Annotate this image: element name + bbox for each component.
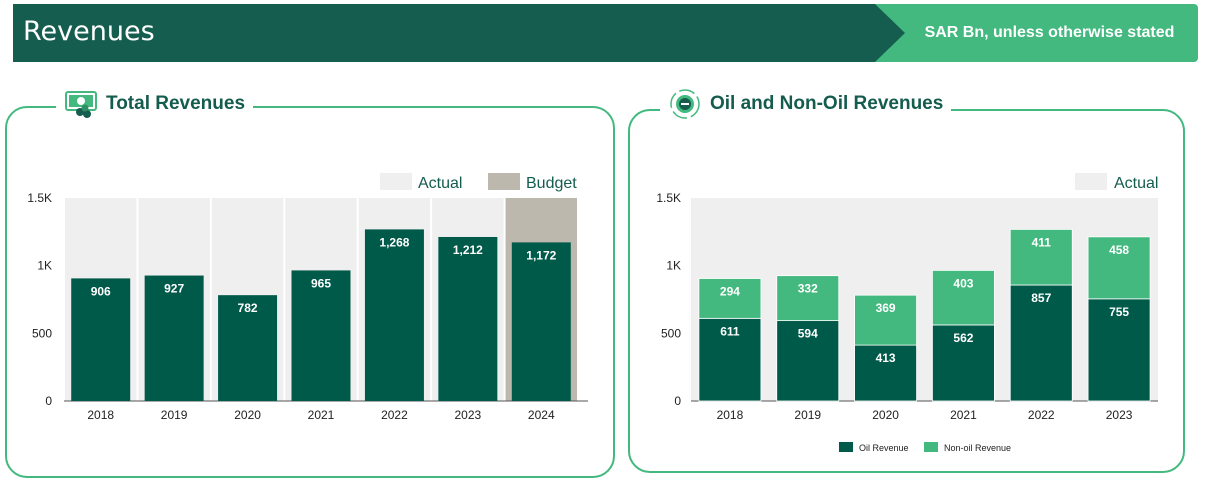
data-label-2020: 782 bbox=[238, 301, 258, 315]
oil-nonoil-title: Oil and Non-Oil Revenues bbox=[710, 93, 944, 114]
x-tick-label-2021: 2021 bbox=[950, 408, 977, 422]
legend-actual-label: Actual bbox=[418, 175, 462, 192]
data-label-2022-0: 857 bbox=[1031, 291, 1051, 305]
x-tick-label-2022: 2022 bbox=[381, 408, 408, 422]
data-label-2021-0: 562 bbox=[953, 331, 973, 345]
page-title: Revenues bbox=[23, 16, 155, 47]
y-tick-label: 0 bbox=[674, 394, 681, 408]
data-label-2023-0: 755 bbox=[1109, 305, 1129, 319]
y-tick-label: 1.5K bbox=[656, 191, 681, 205]
x-tick-label-2018: 2018 bbox=[87, 408, 114, 422]
legend-budget-swatch bbox=[488, 173, 520, 190]
bar-segment-2019-1 bbox=[776, 275, 840, 322]
x-tick-label-2021: 2021 bbox=[308, 408, 335, 422]
data-label-2018-0: 611 bbox=[720, 324, 740, 338]
x-tick-label-2024: 2024 bbox=[528, 408, 555, 422]
bar-segment-2023-1 bbox=[1087, 236, 1151, 300]
bar-2020 bbox=[218, 295, 278, 401]
data-label-2023-1: 458 bbox=[1109, 243, 1129, 257]
bar-2024 bbox=[511, 242, 571, 401]
bar-segment-2023-0 bbox=[1087, 298, 1151, 402]
bar-segment-2022-0 bbox=[1009, 284, 1073, 402]
y-tick-label: 1.5K bbox=[27, 191, 52, 205]
bar-segment-2018-1 bbox=[698, 278, 762, 319]
units-note: SAR Bn, unless otherwise stated bbox=[924, 24, 1175, 41]
x-tick-label-2020: 2020 bbox=[872, 408, 899, 422]
bar-2021 bbox=[291, 270, 351, 401]
bar-2023 bbox=[438, 236, 498, 401]
x-tick-label-2022: 2022 bbox=[1028, 408, 1055, 422]
bar-segment-2018-0 bbox=[698, 317, 762, 402]
y-tick-label: 500 bbox=[661, 326, 681, 340]
oil-nonoil-chart: Actual 0 500 1K 1.5K 611 294 2018 594 332 2019 413 3… bbox=[656, 173, 1158, 453]
data-label-2020-0: 413 bbox=[876, 351, 896, 365]
x-tick-label-2019: 2019 bbox=[161, 408, 188, 422]
y-tick-label: 1K bbox=[666, 259, 681, 273]
legend-actual-label: Actual bbox=[1114, 175, 1158, 192]
legend-budget-label: Budget bbox=[526, 175, 577, 192]
legend-actual-swatch bbox=[380, 173, 412, 190]
x-tick-label-2020: 2020 bbox=[234, 408, 261, 422]
x-tick-label-2018: 2018 bbox=[717, 408, 744, 422]
header-banner: Revenues SAR Bn, unless otherwise stated bbox=[13, 4, 1198, 62]
total-revenues-header: Total Revenues bbox=[56, 86, 254, 122]
legend-actual-swatch bbox=[1075, 173, 1107, 190]
total-revenues-panel bbox=[5, 106, 615, 478]
y-tick-label: 1K bbox=[37, 259, 52, 273]
cash-icon bbox=[64, 88, 98, 120]
bar-segment-2022-1 bbox=[1009, 228, 1073, 286]
bar-2019 bbox=[144, 275, 204, 401]
legend-label-0: Oil Revenue bbox=[859, 443, 909, 453]
data-label-2019-1: 332 bbox=[798, 282, 818, 296]
data-label-2021: 965 bbox=[311, 276, 331, 290]
x-tick-label-2023: 2023 bbox=[1106, 408, 1133, 422]
data-label-2020-1: 369 bbox=[876, 301, 896, 315]
bar-segment-2019-0 bbox=[776, 320, 840, 402]
bar-segment-2020-1 bbox=[854, 294, 917, 346]
banner-background bbox=[13, 4, 1198, 62]
data-label-2023: 1,212 bbox=[453, 243, 483, 257]
bar-2022 bbox=[364, 229, 424, 401]
data-label-2018-1: 294 bbox=[720, 285, 740, 299]
x-tick-label-2019: 2019 bbox=[794, 408, 821, 422]
data-label-2021-1: 403 bbox=[953, 276, 973, 290]
data-label-2022-1: 411 bbox=[1032, 235, 1052, 249]
y-tick-label: 0 bbox=[45, 394, 52, 408]
total-revenues-title: Total Revenues bbox=[106, 93, 246, 114]
data-label-2019-0: 594 bbox=[798, 327, 818, 341]
data-label-2024: 1,172 bbox=[526, 248, 556, 262]
data-label-2018: 906 bbox=[91, 284, 111, 298]
x-tick-label-2023: 2023 bbox=[455, 408, 482, 422]
total-revenues-chart: Actual Budget 0 500 1K 1.5K 906 2018 927 2019 782 2… bbox=[27, 173, 588, 422]
legend-swatch-0 bbox=[839, 442, 853, 452]
oil-nonoil-header: Oil and Non-Oil Revenues bbox=[660, 86, 952, 122]
data-label-2019: 927 bbox=[164, 282, 184, 296]
actual-band bbox=[691, 198, 1158, 401]
data-label-2022: 1,268 bbox=[379, 235, 409, 249]
bar-segment-2020-0 bbox=[854, 344, 917, 402]
legend-label-1: Non-oil Revenue bbox=[944, 443, 1011, 453]
oil-drop-cycle-icon bbox=[668, 88, 702, 120]
bar-segment-2021-0 bbox=[932, 324, 995, 402]
bar-2018 bbox=[71, 278, 131, 401]
bar-segment-2021-1 bbox=[932, 270, 995, 326]
legend-swatch-1 bbox=[924, 442, 938, 452]
y-tick-label: 500 bbox=[32, 326, 52, 340]
